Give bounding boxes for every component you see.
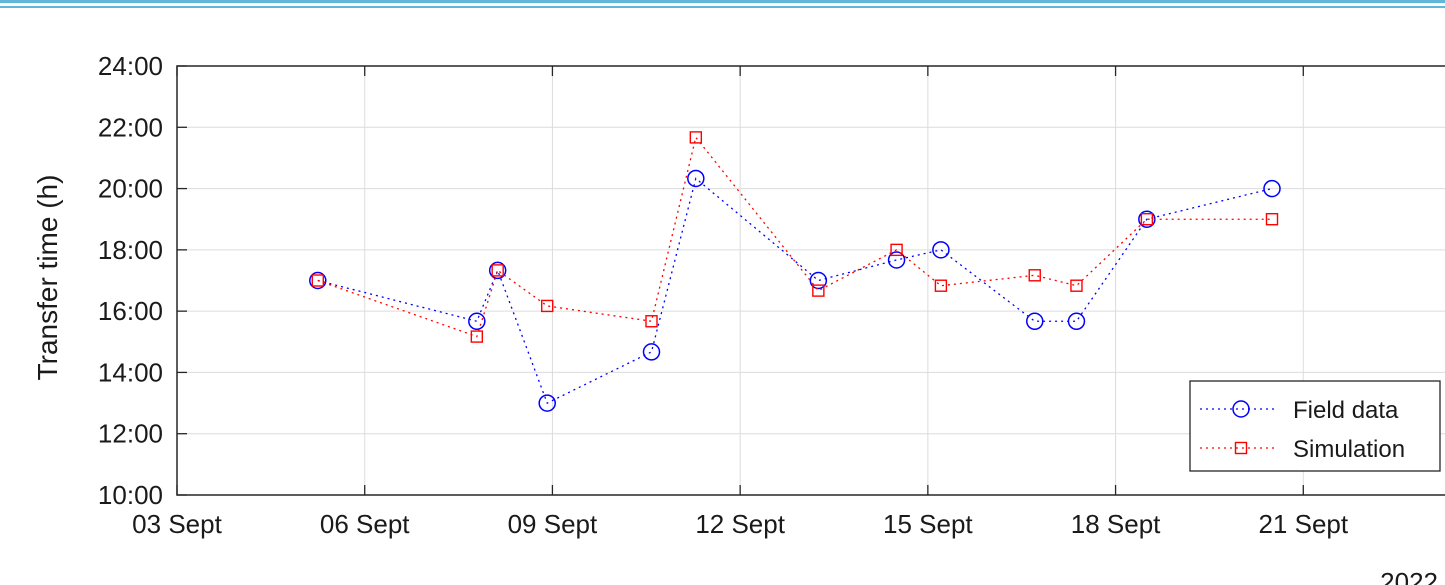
data-point-simulation — [812, 284, 825, 297]
data-point-simulation — [1265, 213, 1279, 226]
legend-marker-field-data — [1232, 400, 1250, 418]
legend-marker-simulation — [1234, 441, 1248, 455]
y-tick-label: 24:00 — [98, 51, 163, 81]
data-point-field-data — [1026, 312, 1044, 331]
legend-label-field-data: Field data — [1293, 397, 1399, 424]
data-point-simulation — [470, 330, 484, 343]
y-tick-label: 20:00 — [98, 174, 163, 204]
legend-box — [1189, 380, 1441, 472]
y-tick-label: 12:00 — [98, 419, 163, 449]
data-point-field-data — [887, 251, 906, 269]
series-line-field-data — [317, 177, 1273, 404]
x-tick-label: 15 Sept — [883, 509, 973, 539]
data-point-field-data — [538, 394, 556, 412]
data-point-simulation — [645, 315, 658, 328]
data-point-simulation — [311, 274, 324, 287]
data-point-field-data — [809, 271, 828, 290]
x-tick-label: 06 Sept — [320, 509, 410, 539]
plot-area — [176, 65, 1445, 496]
data-point-field-data — [1067, 312, 1086, 331]
data-point-field-data — [642, 343, 661, 361]
data-point-field-data — [932, 241, 950, 259]
data-point-simulation — [934, 279, 948, 292]
legend-label-simulation: Simulation — [1293, 436, 1405, 463]
data-point-simulation — [689, 131, 703, 144]
x-tick-label: 09 Sept — [508, 509, 598, 539]
data-point-simulation — [1070, 279, 1083, 292]
x-tick-label: 12 Sept — [695, 509, 785, 539]
top-border-line — [0, 0, 1445, 3]
y-tick-label: 16:00 — [98, 296, 163, 326]
y-tick-label: 10:00 — [98, 480, 163, 510]
series-line-simulation — [317, 135, 1272, 338]
y-axis-label: Transfer time (h) — [32, 175, 63, 381]
axis-ticks: 10:00 12:00 14:00 16:00 18:00 20:00 22:00 24:00… — [98, 51, 1349, 539]
data-point-simulation — [1028, 269, 1041, 282]
data-point-field-data — [488, 261, 507, 280]
data-point-field-data — [1263, 179, 1281, 198]
year-label: 2022 — [1380, 567, 1438, 585]
x-tick-label: 03 Sept — [132, 509, 222, 539]
y-tick-label: 14:00 — [98, 357, 163, 387]
y-tick-label: 22:00 — [98, 112, 163, 142]
series-layer — [309, 131, 1281, 412]
top-border-line-inner — [0, 6, 1445, 8]
x-tick-label: 18 Sept — [1071, 509, 1161, 539]
data-point-field-data — [468, 312, 486, 331]
legend: Field data Simulation — [1189, 380, 1441, 472]
y-tick-label: 18:00 — [98, 235, 163, 265]
data-point-field-data — [687, 169, 705, 188]
data-point-field-data — [309, 271, 327, 290]
data-point-simulation — [491, 264, 504, 277]
data-point-simulation — [890, 243, 903, 257]
data-point-simulation — [1140, 213, 1154, 226]
x-tick-label: 21 Sept — [1258, 509, 1348, 539]
data-point-simulation — [541, 299, 554, 313]
